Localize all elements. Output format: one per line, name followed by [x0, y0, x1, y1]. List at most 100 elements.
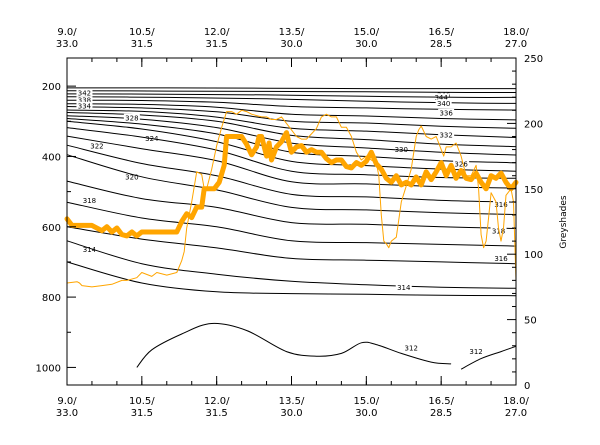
contour-line: [66, 201, 517, 247]
contour-line: [136, 322, 452, 368]
contour-label: 312: [405, 345, 418, 353]
contour-label-bg: [123, 172, 140, 181]
contour-label-bg: [468, 347, 485, 356]
contour-label: 318: [492, 227, 505, 235]
contour-line: [66, 135, 517, 189]
contour-label: 344: [434, 94, 448, 102]
greyshade-series-thick: [64, 130, 519, 239]
left-tick-label: 600: [42, 223, 61, 234]
x-tick-label-bottom: 10.5/: [129, 396, 155, 407]
contour-label-bg: [76, 96, 93, 105]
contour-label-bg: [81, 196, 98, 205]
x-tick-label-top: 27.0: [505, 39, 527, 50]
contour-label: 332: [439, 132, 452, 140]
x-tick-label-bottom: 12.0/: [204, 396, 230, 407]
x-tick-label-bottom: 33.0: [56, 408, 78, 419]
x-tick-label-bottom: 31.5: [131, 408, 153, 419]
contour-line: [66, 127, 517, 179]
x-tick-label-bottom: 15.0/: [354, 396, 380, 407]
x-tick-label-bottom: 30.0: [355, 408, 377, 419]
greyshade-series-thin: [66, 109, 517, 288]
contour-line: [66, 261, 517, 297]
contour-label: 326: [454, 161, 468, 169]
contour-label: 318: [83, 197, 96, 205]
contour-line: [66, 118, 517, 164]
contour-label-bg: [81, 245, 98, 254]
contour-label-bg: [76, 88, 93, 97]
axes-layer: 9.0/33.09.0/33.010.5/31.510.5/31.512.0/3…: [36, 27, 544, 419]
contour-label: 342: [78, 89, 91, 97]
contour-label: 322: [90, 142, 103, 150]
x-tick-label-bottom: 18.0/: [503, 396, 529, 407]
x-tick-label-top: 31.5: [131, 39, 153, 50]
contour-line: [66, 96, 517, 104]
x-tick-label-top: 33.0: [56, 39, 78, 50]
contour-label: 338: [78, 97, 91, 105]
right-tick-label: 150: [524, 185, 543, 196]
contour-label-bg: [493, 200, 510, 209]
left-tick-label: 800: [42, 293, 61, 304]
contour-line: [66, 226, 517, 265]
contour-line: [66, 103, 517, 121]
contour-label: 328: [125, 114, 138, 122]
left-tick-label: 1000: [36, 363, 61, 374]
contour-label: 314: [83, 246, 97, 254]
x-tick-label-bottom: 13.5/: [279, 396, 305, 407]
x-tick-label-top: 30.0: [280, 39, 302, 50]
contour-label-bg: [435, 99, 452, 108]
series-layer: [64, 109, 519, 288]
contour-label: 316: [494, 201, 508, 209]
contour-line: [66, 180, 517, 229]
contour-label-bg: [393, 145, 410, 154]
contour-label-bg: [453, 160, 470, 169]
contour-label-bg: [123, 113, 140, 122]
x-tick-label-bottom: 9.0/: [57, 396, 77, 407]
right-tick-label: 50: [524, 316, 537, 327]
left-tick-label: 400: [42, 152, 61, 163]
right-tick-label: 100: [524, 250, 543, 261]
contour-label-bg: [88, 141, 105, 150]
contour-label: 340: [437, 100, 450, 108]
right-tick-label: 0: [524, 381, 530, 392]
contour-label-bg: [493, 254, 510, 263]
contour-line: [66, 144, 517, 203]
contour-line: [66, 112, 517, 148]
x-tick-label-top: 16.5/: [428, 27, 454, 38]
contour-label: 320: [125, 173, 138, 181]
x-tick-label-bottom: 28.5: [430, 408, 452, 419]
contour-label: 316: [494, 255, 508, 263]
x-tick-label-top: 15.0/: [354, 27, 380, 38]
contour-line: [66, 240, 517, 289]
contour-label-bg: [438, 108, 455, 117]
contour-line: [66, 87, 516, 90]
x-tick-label-top: 31.5: [206, 39, 228, 50]
contour-label-bg: [438, 131, 455, 140]
x-tick-label-top: 9.0/: [57, 27, 77, 38]
contour-line: [66, 93, 517, 98]
contour-line: [66, 154, 517, 215]
contour-label: 334: [78, 102, 92, 110]
x-tick-label-top: 30.0: [355, 39, 377, 50]
contour-line: [460, 345, 517, 370]
x-tick-label-bottom: 27.0: [505, 408, 527, 419]
right-axis-label: Greyshades: [559, 195, 569, 248]
x-tick-label-top: 28.5: [430, 39, 452, 50]
contour-label: 312: [469, 348, 482, 356]
contour-line: [66, 106, 517, 129]
x-tick-label-top: 12.0/: [204, 27, 230, 38]
right-tick-label: 200: [524, 119, 543, 130]
x-tick-label-top: 10.5/: [129, 27, 155, 38]
x-tick-label-top: 13.5/: [279, 27, 305, 38]
x-tick-label-bottom: 31.5: [206, 408, 228, 419]
contour-line: [66, 90, 517, 94]
x-tick-label-bottom: 30.0: [280, 408, 302, 419]
contour-label-bg: [490, 226, 507, 235]
left-tick-label: 200: [42, 82, 61, 93]
contour-label-bg: [395, 283, 412, 292]
contour-label-bg: [403, 344, 420, 353]
contour-label: 336: [439, 109, 453, 117]
x-tick-label-top: 18.0/: [503, 27, 529, 38]
x-tick-label-bottom: 16.5/: [428, 396, 454, 407]
contour-label-bg: [76, 101, 93, 110]
